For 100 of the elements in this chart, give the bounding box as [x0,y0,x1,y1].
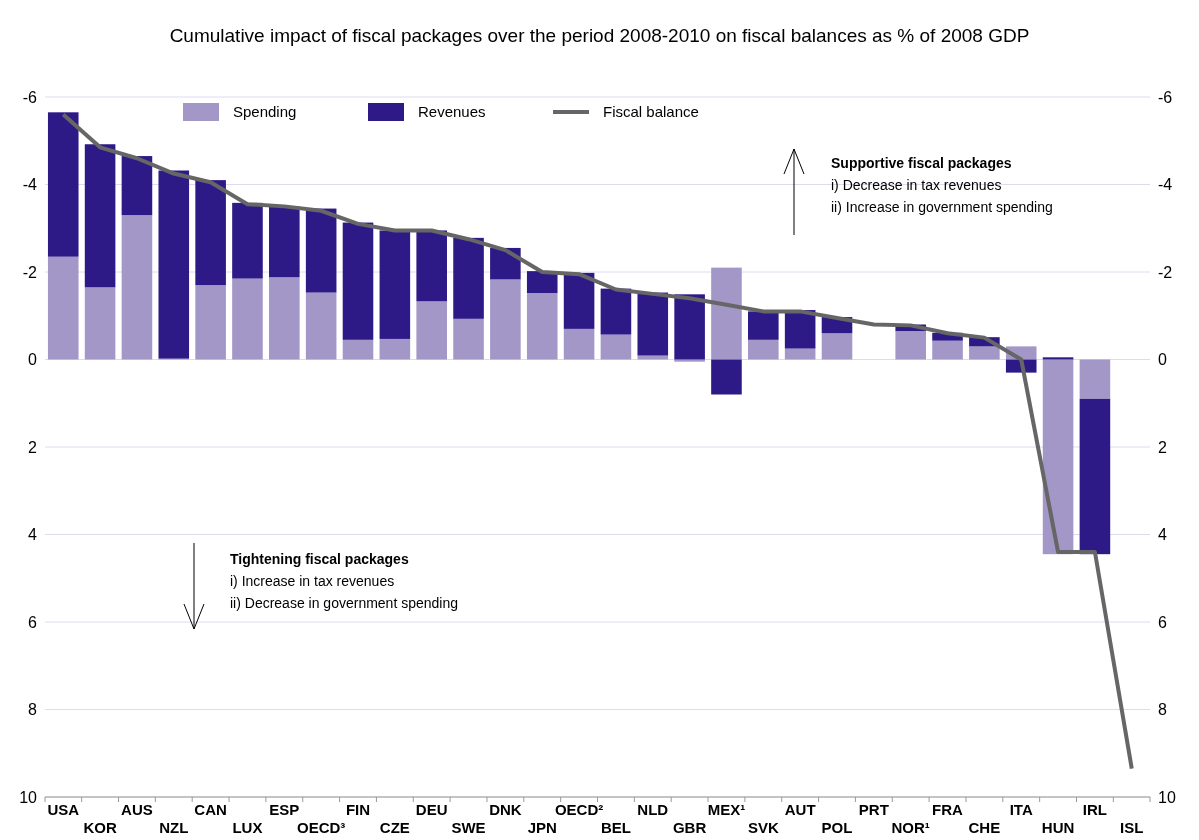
bar [711,359,742,395]
bar [969,346,1000,360]
y2-tick-label: 6 [1158,613,1167,631]
x-tick-label: IRL [1082,801,1107,818]
x-tick-label: DNK [489,801,522,818]
bar [195,285,226,360]
bar [821,333,853,360]
x-tick-label: DEU [415,801,448,818]
legend-label: Fiscal balance [603,103,699,121]
bar [232,278,263,360]
bar [674,294,705,360]
x-tick-label: CAN [194,801,227,818]
bar [563,272,595,329]
x-tick-label: OECD³ [296,819,346,836]
x-tick-label: AUT [784,801,816,818]
legend-label: Revenues [418,103,486,121]
bar [232,202,263,279]
y-tick-label: 0 [28,351,38,369]
bar [47,256,79,360]
bar [84,287,116,360]
bar [379,338,411,360]
bar [269,206,300,278]
bar [1042,359,1074,555]
bar [1079,359,1111,399]
chart-title: Cumulative impact of fiscal packages over the period 2008-2010 on fiscal balances as % of 2008 GDP [169,25,1030,46]
y-tick-label: 6 [28,613,38,631]
y2-tick-label: -2 [1158,263,1173,281]
bar [158,170,190,359]
x-tick-label: AUS [121,801,153,818]
bar [453,318,484,360]
bar [490,279,521,360]
legend-label: Spending [233,103,297,121]
bar [711,267,742,360]
bar [453,237,484,319]
x-tick-label: MEX¹ [707,801,746,818]
y-tick-label: -6 [22,88,38,106]
y2-tick-label: 2 [1158,438,1167,456]
bar [932,340,963,360]
bar [600,288,632,335]
x-tick-label: POL [821,819,853,836]
x-tick-label: NZL [159,819,189,836]
y-tick-label: -2 [22,263,38,281]
bar [526,293,558,360]
bar [121,156,153,216]
bar [600,334,632,360]
bar [674,359,705,362]
bar [379,230,411,339]
x-tick-label: USA [47,801,80,818]
bar [305,208,337,293]
y-tick-label: 4 [28,526,38,544]
bar [784,348,816,360]
bar [416,230,447,302]
y2-tick-label: 4 [1158,526,1167,544]
x-tick-label: SWE [451,819,486,836]
x-tick-label: ISL [1120,819,1144,836]
y2-tick-label: 0 [1158,351,1167,369]
x-tick-label: CZE [379,819,410,836]
bar [84,144,116,288]
bar [342,339,374,360]
bar [563,328,595,360]
y2-tick-label: 10 [1158,788,1176,806]
y-tick-label: 2 [28,438,38,456]
annotation: Tightening fiscal packages i) Increase in tax revenues ii) Decrease in government spending [230,551,459,611]
bar [526,271,558,293]
x-tick-label: SVK [747,819,779,836]
bar [637,292,669,356]
x-tick-label: NLD [637,801,669,818]
y2-tick-label: -4 [1158,176,1173,194]
bar [47,112,79,257]
bar [1079,398,1111,555]
bar [1042,357,1074,360]
x-tick-label: FIN [345,801,371,818]
x-tick-label: ITA [1009,801,1033,818]
y-tick-label: -4 [22,176,38,194]
x-tick-label: PRT [858,801,889,818]
y-tick-label: 8 [28,701,38,719]
bar [748,311,779,340]
x-tick-label: ESP [269,801,300,818]
x-tick-label: GBR [672,819,707,836]
bar [342,222,374,340]
bar [784,310,816,349]
bar [121,215,153,360]
bar [195,180,226,286]
x-tick-label: CHE [968,819,1001,836]
bar [748,339,779,360]
bar [269,277,300,360]
bar [637,355,669,360]
bar [305,292,337,360]
bar [895,331,926,360]
bar [416,301,447,360]
annotation: Supportive fiscal packages i) Decrease in tax revenues ii) Increase in government spending [831,155,1053,215]
x-tick-label: NOR¹ [891,819,930,836]
x-tick-label: LUX [232,819,263,836]
x-tick-label: JPN [527,819,557,836]
x-tick-label: KOR [83,819,117,836]
y2-tick-label: -6 [1158,88,1173,106]
x-tick-label: OECD² [554,801,604,818]
x-tick-label: FRA [932,801,964,818]
x-tick-label: BEL [600,819,631,836]
y2-tick-label: 8 [1158,701,1167,719]
